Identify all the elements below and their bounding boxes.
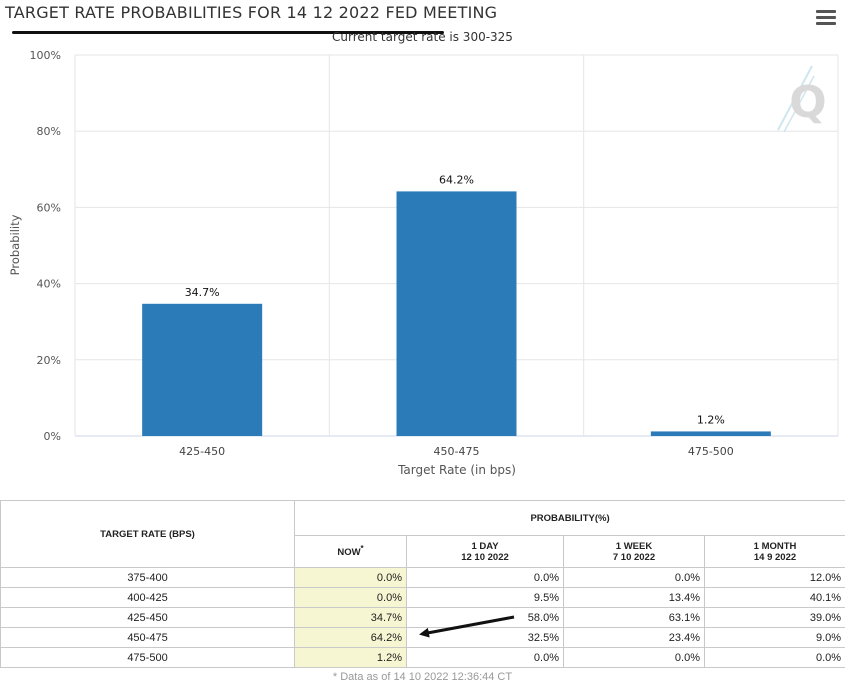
table-row: 475-500 1.2% 0.0% 0.0% 0.0% bbox=[0, 647, 845, 668]
cell-day: 32.5% bbox=[406, 627, 564, 648]
bar-450-475[interactable] bbox=[396, 191, 517, 436]
cell-day: 0.0% bbox=[406, 647, 564, 668]
cell-week: 13.4% bbox=[563, 587, 705, 608]
x-tick-label: 475-500 bbox=[688, 445, 734, 458]
cell-week: 23.4% bbox=[563, 627, 705, 648]
header-target-rate: TARGET RATE (BPS) bbox=[0, 500, 295, 568]
probability-chart: Q 34.7% 64.2% 1.2% 0% 20% 40% 60% 80% 100% 425-4… bbox=[8, 49, 839, 477]
y-tick-label: 20% bbox=[37, 354, 61, 367]
cell-month: 12.0% bbox=[703, 567, 845, 588]
cell-rate: 400-425 bbox=[0, 587, 295, 608]
cell-now: 64.2% bbox=[294, 627, 407, 648]
cell-month: 9.0% bbox=[703, 627, 845, 648]
quikstrike-watermark: Q bbox=[777, 65, 827, 133]
cell-now: 34.7% bbox=[294, 607, 407, 628]
y-tick-label: 100% bbox=[30, 49, 61, 62]
bar-value-label: 34.7% bbox=[185, 286, 220, 299]
y-tick-label: 60% bbox=[37, 201, 61, 214]
cell-rate: 425-450 bbox=[0, 607, 295, 628]
cell-rate: 475-500 bbox=[0, 647, 295, 668]
x-axis-label: Target Rate (in bps) bbox=[397, 463, 516, 477]
cell-now: 1.2% bbox=[294, 647, 407, 668]
cell-day: 0.0% bbox=[406, 567, 564, 588]
cell-rate: 450-475 bbox=[0, 627, 295, 648]
cell-month: 0.0% bbox=[703, 647, 845, 668]
cell-day: 9.5% bbox=[406, 587, 564, 608]
cell-month: 39.0% bbox=[703, 607, 845, 628]
header-probability: PROBABILITY(%) bbox=[293, 500, 845, 536]
table-row: 450-475 64.2% 32.5% 23.4% 9.0% bbox=[0, 627, 845, 648]
cell-week: 0.0% bbox=[563, 647, 705, 668]
data-timestamp-footnote: * Data as of 14 10 2022 12:36:44 CT bbox=[332, 671, 513, 683]
title-underline bbox=[12, 31, 444, 34]
y-tick-label: 0% bbox=[44, 430, 61, 443]
chart-ticks: 0% 20% 40% 60% 80% 100% 425-450 450-475 475-500 bbox=[30, 49, 734, 458]
x-tick-label: 425-450 bbox=[179, 445, 225, 458]
chart-bars: 34.7% 64.2% 1.2% bbox=[142, 173, 771, 436]
y-tick-label: 40% bbox=[37, 278, 61, 291]
cell-rate: 375-400 bbox=[0, 567, 295, 588]
table-row: 400-425 0.0% 9.5% 13.4% 40.1% bbox=[0, 587, 845, 608]
bar-475-500[interactable] bbox=[650, 431, 771, 436]
bar-value-label: 1.2% bbox=[697, 413, 725, 426]
bar-425-450[interactable] bbox=[142, 303, 263, 436]
column-header-1-day: 1 DAY 12 10 2022 bbox=[406, 535, 564, 568]
hamburger-menu-icon[interactable] bbox=[816, 10, 836, 26]
cell-week: 63.1% bbox=[563, 607, 705, 628]
x-tick-label: 450-475 bbox=[434, 445, 480, 458]
y-axis-label: Probability bbox=[8, 214, 22, 275]
chart-subtitle: Current target rate is 300-325 bbox=[332, 30, 513, 44]
bar-value-label: 64.2% bbox=[439, 173, 474, 186]
cell-week: 0.0% bbox=[563, 567, 705, 588]
cell-month: 40.1% bbox=[703, 587, 845, 608]
cell-day: 58.0% bbox=[406, 607, 564, 628]
probability-table: TARGET RATE (BPS) PROBABILITY(%) NOW* 1 D… bbox=[0, 500, 845, 668]
y-tick-label: 80% bbox=[37, 125, 61, 138]
column-header-now: NOW* bbox=[294, 535, 407, 568]
chart-title: TARGET RATE PROBABILITIES FOR 14 12 2022… bbox=[5, 3, 498, 22]
column-header-1-month: 1 MONTH 14 9 2022 bbox=[703, 535, 845, 568]
probability-table-wrapper: TARGET RATE (BPS) PROBABILITY(%) NOW* 1 D… bbox=[0, 500, 845, 668]
table-row: 425-450 34.7% 58.0% 63.1% 39.0% bbox=[0, 607, 845, 628]
watermark-letter: Q bbox=[789, 77, 826, 128]
column-header-1-week: 1 WEEK 7 10 2022 bbox=[563, 535, 705, 568]
cell-now: 0.0% bbox=[294, 567, 407, 588]
table-row: 375-400 0.0% 0.0% 0.0% 12.0% bbox=[0, 567, 845, 588]
cell-now: 0.0% bbox=[294, 587, 407, 608]
